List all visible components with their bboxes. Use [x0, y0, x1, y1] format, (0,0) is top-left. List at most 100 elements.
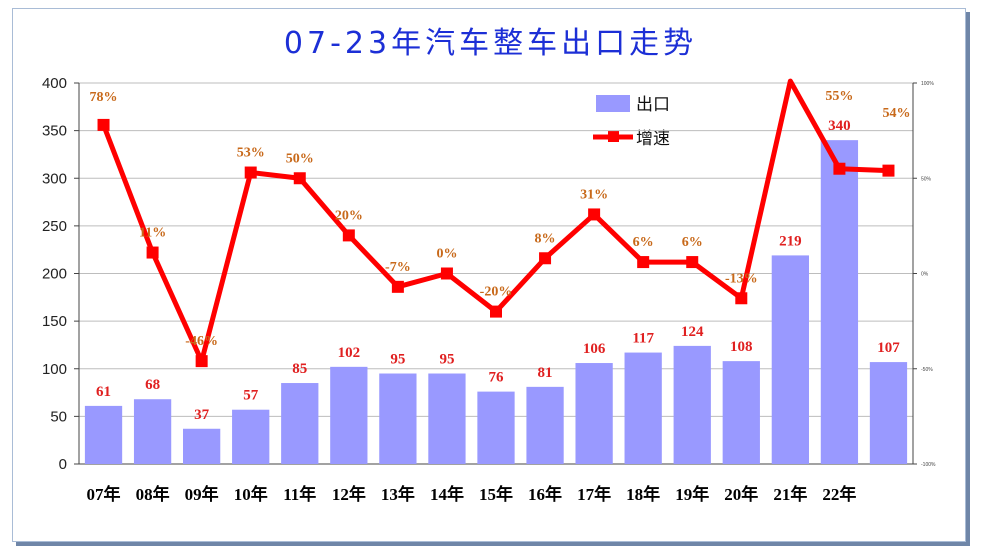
bar-value-label: 95 — [390, 352, 405, 368]
growth-point — [244, 166, 257, 179]
y-left-tick-label: 100 — [42, 361, 67, 378]
growth-rate-label: 6% — [633, 235, 654, 250]
growth-point — [97, 118, 110, 131]
x-tick-label: 15年 — [479, 484, 513, 504]
bar — [133, 399, 172, 464]
growth-point — [146, 246, 159, 259]
bar-value-label: 219 — [779, 233, 802, 249]
growth-rate-label: 55% — [825, 89, 853, 104]
bar-value-label: 68 — [145, 377, 160, 393]
bar-value-label: 117 — [632, 331, 654, 347]
growth-point — [637, 256, 650, 269]
x-tick-label: 16年 — [528, 484, 562, 504]
bar-value-label: 37 — [194, 407, 210, 423]
x-tick-label: 09年 — [185, 484, 219, 504]
y-left-tick-label: 300 — [42, 170, 67, 187]
bar — [526, 386, 564, 464]
x-tick-label: 13年 — [381, 484, 415, 504]
y-left-tick-label: 200 — [42, 266, 67, 283]
bar — [624, 352, 662, 464]
growth-rate-label: 31% — [580, 187, 608, 202]
growth-rate-label: 0% — [436, 247, 457, 262]
bar-value-label: 95 — [439, 352, 454, 368]
bar-value-label: 124 — [681, 324, 704, 340]
y-right-tick-label: -100% — [921, 462, 936, 468]
growth-point — [588, 208, 601, 221]
growth-point — [686, 256, 699, 269]
bar — [330, 366, 368, 464]
bar — [379, 373, 417, 464]
y-left-tick-label: 0 — [59, 456, 67, 473]
growth-point — [735, 292, 748, 305]
bar — [428, 373, 466, 464]
x-tick-label: 10年 — [234, 484, 268, 504]
growth-point — [539, 252, 552, 265]
bar — [281, 383, 319, 464]
growth-line — [101, 78, 889, 364]
bar-value-label: 107 — [877, 340, 900, 356]
legend: 出口 增速 — [593, 95, 670, 149]
bar-value-label: 76 — [489, 370, 505, 386]
x-tick-label: 19年 — [675, 484, 709, 504]
growth-rate-label: 20% — [335, 208, 363, 223]
bar — [673, 345, 711, 464]
x-tick-label: 14年 — [430, 484, 464, 504]
y-right-tick-label: 50% — [921, 176, 932, 182]
legend-bar-label: 出口 — [636, 95, 670, 115]
x-tick-label: 12年 — [332, 484, 366, 504]
bar — [183, 428, 221, 464]
bar — [771, 255, 809, 464]
growth-rate-label: -20% — [480, 285, 513, 300]
x-tick-label: 17年 — [577, 484, 611, 504]
bar — [869, 362, 908, 464]
growth-rate-label: -13% — [725, 271, 758, 286]
growth-point — [490, 305, 502, 318]
growth-rate-label: 54% — [882, 106, 910, 121]
growth-rate-label: -7% — [385, 260, 411, 275]
bar-value-label: 108 — [730, 339, 753, 355]
bar-value-label: 81 — [538, 365, 553, 381]
growth-point — [440, 267, 453, 280]
y-left-tick-label: 350 — [42, 123, 67, 140]
bar-value-label: 340 — [828, 118, 851, 134]
growth-rate-label: 6% — [682, 235, 703, 250]
bar-value-label: 106 — [583, 341, 606, 357]
bar-value-label: 85 — [292, 361, 307, 377]
x-tick-label: 07年 — [87, 484, 121, 504]
bar-value-label: 102 — [338, 345, 361, 361]
bar-value-label: 61 — [96, 384, 111, 400]
bar — [477, 391, 515, 464]
y-left-tick-label: 400 — [42, 75, 67, 92]
growth-point — [833, 162, 846, 175]
growth-rate-label: 53% — [237, 146, 265, 161]
x-tick-label: 20年 — [724, 484, 758, 504]
y-left-tick-label: 150 — [42, 313, 67, 330]
growth-rate-label: 50% — [286, 151, 314, 166]
x-tick-label: 21年 — [773, 484, 807, 504]
x-tick-label: 22年 — [822, 484, 856, 504]
bar — [575, 363, 613, 464]
growth-rate-label: 78% — [90, 90, 118, 105]
legend-line-label: 增速 — [636, 129, 670, 149]
x-tick-label: 11年 — [283, 484, 316, 504]
bar — [722, 361, 760, 464]
y-left-tick-label: 250 — [42, 218, 67, 235]
growth-point — [293, 172, 306, 185]
bar — [232, 409, 270, 464]
x-tick-label: 08年 — [136, 484, 170, 504]
bar — [84, 405, 123, 464]
chart-title: 07-23年汽车整车出口走势 — [283, 26, 698, 61]
growth-point — [391, 280, 404, 293]
bar-value-label: 57 — [243, 388, 259, 404]
legend-line-marker — [608, 131, 619, 142]
growth-rate-label: -46% — [185, 334, 218, 349]
growth-rate-label: 11% — [139, 226, 166, 241]
y-right-tick-label: -50% — [921, 367, 933, 373]
bar — [820, 140, 859, 464]
y-right-tick-label: 0% — [921, 272, 929, 278]
growth-rate-label: 8% — [535, 231, 556, 246]
growth-point — [882, 164, 895, 177]
legend-bar-swatch — [596, 95, 630, 112]
y-left-tick-label: 50 — [50, 408, 67, 425]
